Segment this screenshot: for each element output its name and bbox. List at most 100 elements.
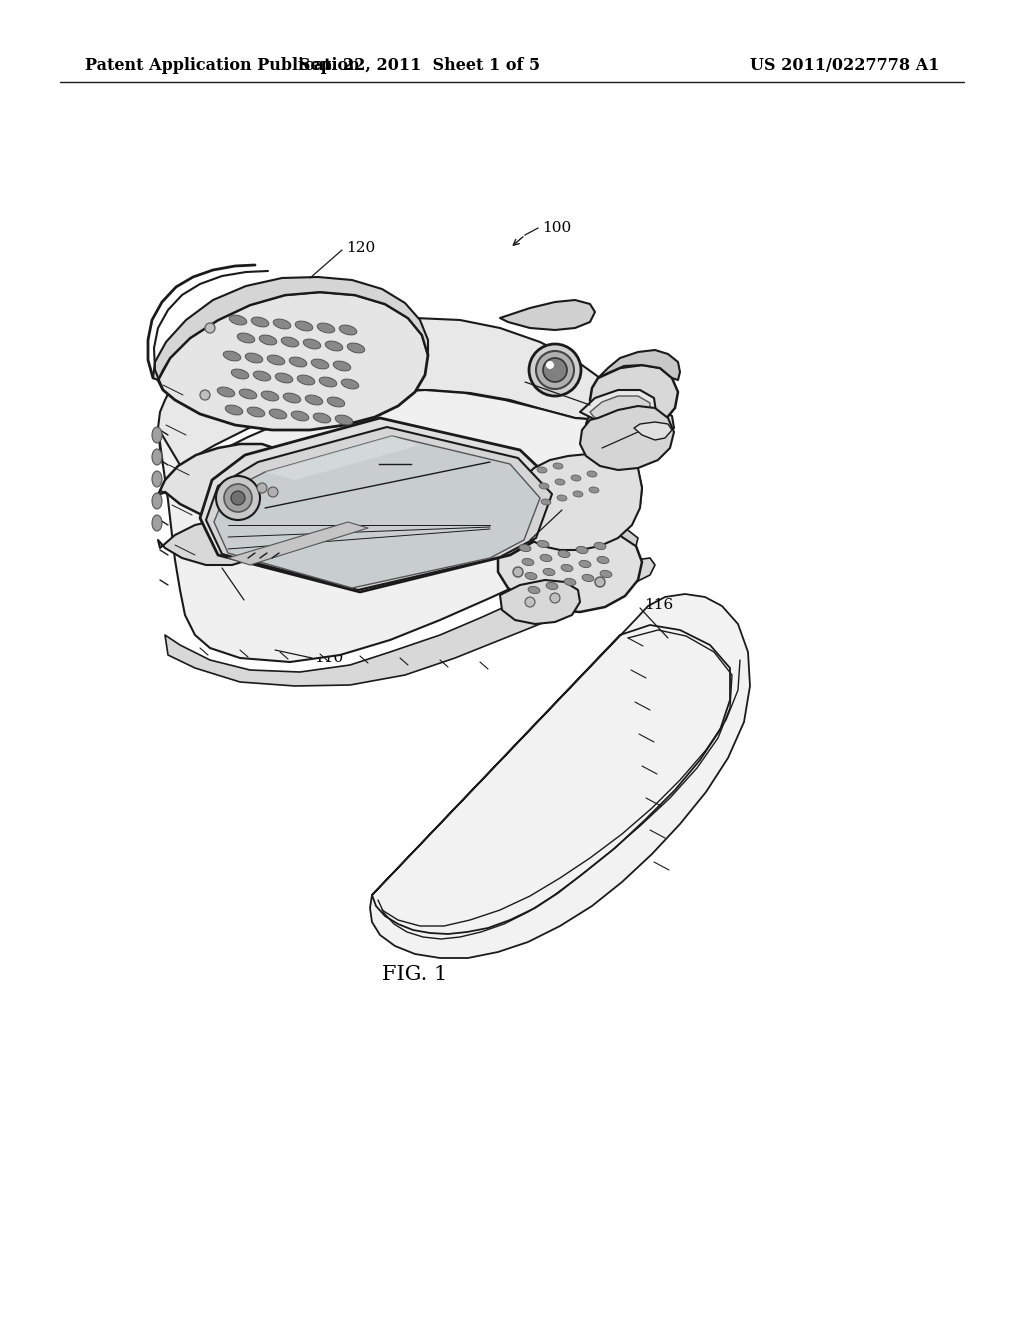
- Ellipse shape: [546, 582, 558, 590]
- Ellipse shape: [589, 487, 599, 494]
- Circle shape: [550, 593, 560, 603]
- Ellipse shape: [251, 317, 268, 327]
- Ellipse shape: [269, 409, 287, 418]
- Ellipse shape: [594, 543, 606, 549]
- Ellipse shape: [333, 362, 351, 371]
- Polygon shape: [590, 396, 650, 426]
- Polygon shape: [634, 422, 672, 440]
- Ellipse shape: [317, 323, 335, 333]
- Ellipse shape: [223, 351, 241, 360]
- Ellipse shape: [238, 333, 255, 343]
- Text: 116: 116: [644, 598, 673, 612]
- Text: 102: 102: [606, 440, 635, 453]
- Text: 106: 106: [378, 451, 407, 465]
- Text: 112: 112: [530, 374, 559, 387]
- Ellipse shape: [303, 339, 321, 348]
- Ellipse shape: [564, 578, 575, 586]
- Ellipse shape: [152, 426, 162, 444]
- Polygon shape: [228, 521, 368, 565]
- Ellipse shape: [539, 483, 549, 488]
- Ellipse shape: [577, 546, 588, 553]
- Polygon shape: [214, 436, 540, 587]
- Polygon shape: [580, 407, 674, 470]
- Ellipse shape: [328, 397, 345, 407]
- Ellipse shape: [231, 370, 249, 379]
- Text: 110: 110: [314, 651, 343, 665]
- Polygon shape: [158, 318, 620, 475]
- Circle shape: [257, 483, 267, 492]
- Circle shape: [200, 389, 210, 400]
- Ellipse shape: [261, 391, 279, 401]
- Polygon shape: [590, 366, 678, 432]
- Polygon shape: [500, 579, 580, 624]
- Ellipse shape: [341, 379, 358, 389]
- Polygon shape: [496, 513, 638, 548]
- Polygon shape: [514, 451, 642, 550]
- Ellipse shape: [152, 515, 162, 531]
- Ellipse shape: [152, 471, 162, 487]
- Circle shape: [529, 345, 581, 396]
- Ellipse shape: [582, 574, 594, 582]
- Text: Sep. 22, 2011  Sheet 1 of 5: Sep. 22, 2011 Sheet 1 of 5: [299, 57, 541, 74]
- Ellipse shape: [347, 343, 365, 352]
- Ellipse shape: [537, 540, 549, 548]
- Ellipse shape: [541, 499, 551, 506]
- Text: US 2011/0227778 A1: US 2011/0227778 A1: [751, 57, 940, 74]
- Circle shape: [543, 358, 567, 381]
- Circle shape: [268, 487, 278, 498]
- Ellipse shape: [240, 389, 257, 399]
- Ellipse shape: [587, 471, 597, 477]
- Ellipse shape: [152, 492, 162, 510]
- Circle shape: [546, 360, 554, 370]
- Circle shape: [513, 568, 523, 577]
- Ellipse shape: [313, 413, 331, 422]
- Polygon shape: [153, 277, 428, 380]
- Polygon shape: [580, 389, 656, 428]
- Circle shape: [224, 484, 252, 512]
- Ellipse shape: [305, 395, 323, 405]
- Text: Patent Application Publication: Patent Application Publication: [85, 57, 359, 74]
- Ellipse shape: [579, 561, 591, 568]
- Ellipse shape: [295, 321, 312, 331]
- Polygon shape: [370, 594, 750, 958]
- Ellipse shape: [275, 374, 293, 383]
- Polygon shape: [265, 436, 420, 480]
- Polygon shape: [158, 389, 642, 663]
- Ellipse shape: [284, 393, 301, 403]
- Circle shape: [205, 323, 215, 333]
- Ellipse shape: [326, 341, 343, 351]
- Ellipse shape: [267, 355, 285, 364]
- Ellipse shape: [291, 411, 309, 421]
- Ellipse shape: [273, 319, 291, 329]
- Ellipse shape: [519, 544, 530, 552]
- Polygon shape: [498, 528, 642, 612]
- Text: 110: 110: [565, 502, 594, 515]
- Polygon shape: [165, 558, 655, 686]
- Ellipse shape: [229, 315, 247, 325]
- Ellipse shape: [597, 557, 609, 564]
- Ellipse shape: [225, 405, 243, 414]
- Text: 112: 112: [207, 597, 236, 610]
- Polygon shape: [586, 407, 674, 447]
- Ellipse shape: [282, 337, 299, 347]
- Circle shape: [216, 477, 260, 520]
- Ellipse shape: [571, 475, 581, 480]
- Ellipse shape: [245, 352, 263, 363]
- Ellipse shape: [528, 586, 540, 594]
- Ellipse shape: [573, 491, 583, 498]
- Ellipse shape: [253, 371, 270, 381]
- Ellipse shape: [555, 479, 565, 484]
- Circle shape: [536, 351, 574, 389]
- Polygon shape: [200, 418, 560, 591]
- Ellipse shape: [339, 325, 356, 335]
- Ellipse shape: [561, 565, 573, 572]
- Ellipse shape: [557, 495, 567, 502]
- Polygon shape: [158, 292, 428, 430]
- Polygon shape: [500, 300, 595, 330]
- Ellipse shape: [525, 573, 537, 579]
- Ellipse shape: [247, 407, 265, 417]
- Text: 120: 120: [346, 242, 375, 255]
- Ellipse shape: [319, 378, 337, 387]
- Ellipse shape: [297, 375, 314, 385]
- Ellipse shape: [553, 463, 563, 469]
